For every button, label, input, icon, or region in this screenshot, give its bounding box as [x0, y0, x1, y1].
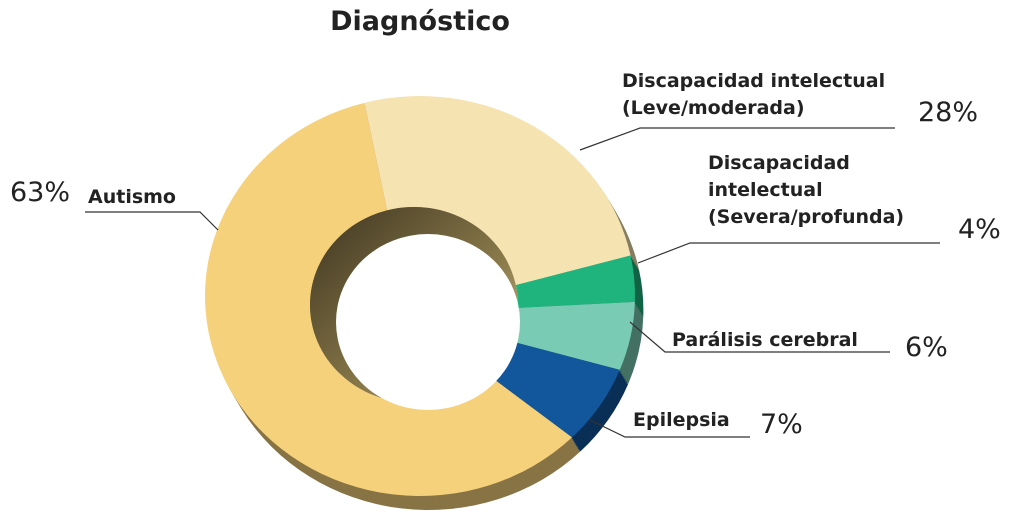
- value-label: 7%: [760, 409, 803, 440]
- category-label: Autismo: [88, 186, 176, 208]
- value-label: 63%: [10, 177, 71, 208]
- hole: [336, 234, 520, 410]
- category-label: Discapacidad intelectual (Leve/moderada): [622, 70, 886, 119]
- leaders: [85, 127, 940, 438]
- category-label: Epilepsia: [633, 409, 730, 431]
- slice: [205, 102, 573, 497]
- chart-title: Diagnóstico: [330, 6, 510, 37]
- value-label: 28%: [918, 97, 979, 128]
- value-label: 4%: [958, 214, 1001, 245]
- slice: [487, 341, 620, 438]
- category-label: Discapacidad intelectual (Severa/profund…: [708, 152, 905, 228]
- category-label: Parálisis cerebral: [672, 329, 858, 351]
- slice: [510, 301, 635, 370]
- value-label: 6%: [905, 332, 948, 363]
- slice: [515, 255, 635, 308]
- slice: [364, 96, 631, 286]
